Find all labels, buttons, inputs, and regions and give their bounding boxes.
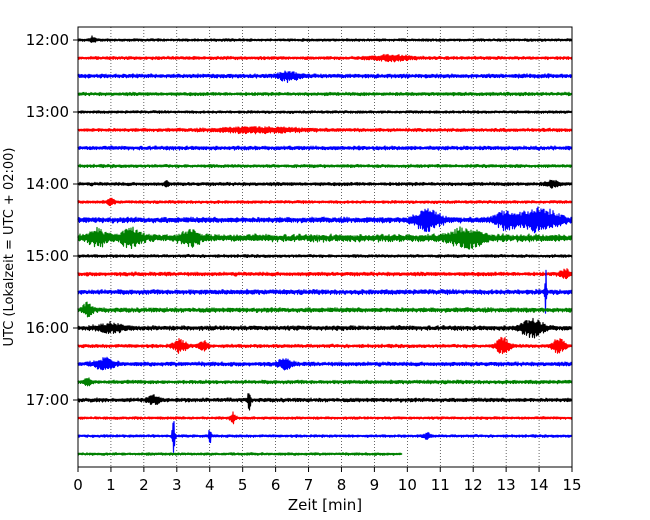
x-tick-label: 12 [464, 476, 483, 494]
trace-line [77, 197, 573, 207]
x-tick-label: 11 [431, 476, 450, 494]
x-tick-label: 14 [530, 476, 549, 494]
x-tick-label: 8 [337, 476, 347, 494]
trace-line [77, 35, 573, 43]
x-tick-label: 7 [304, 476, 314, 494]
trace-line [77, 393, 573, 411]
trace-line [77, 163, 573, 169]
trace-line [77, 452, 403, 456]
trace-line [77, 336, 573, 355]
x-tick-label: 4 [205, 476, 215, 494]
x-tick-label: 0 [73, 476, 83, 494]
trace-line [77, 70, 573, 84]
trace-line [77, 145, 573, 151]
trace-line [77, 125, 573, 135]
x-tick-label: 5 [238, 476, 248, 494]
y-tick-label: 12:00 [26, 31, 69, 49]
trace-line [77, 411, 573, 425]
x-tick-label: 10 [398, 476, 417, 494]
seismic-traces [77, 35, 573, 456]
y-tick-label: 17:00 [26, 391, 69, 409]
trace-line [77, 253, 573, 259]
trace-line [77, 377, 573, 387]
trace-line [77, 268, 573, 280]
plot-frame [77, 26, 573, 468]
trace-line [77, 301, 573, 318]
trace-line [77, 91, 573, 97]
vertical-grid [110, 27, 540, 467]
trace-line [77, 356, 573, 371]
trace-line [77, 206, 573, 234]
x-tick-label: 13 [497, 476, 516, 494]
x-axis-label: Zeit [min] [288, 496, 362, 514]
trace-line [77, 317, 573, 339]
x-tick-label: 2 [139, 476, 149, 494]
trace-line [77, 53, 573, 63]
trace-line [77, 269, 573, 314]
x-axis-ticks: 0 1 2 3 4 5 6 7 8 9 10 11 12 13 14 15 [73, 467, 582, 494]
x-tick-label: 3 [172, 476, 182, 494]
x-tick-label: 1 [106, 476, 116, 494]
x-tick-label: 15 [562, 476, 581, 494]
x-tick-label: 9 [370, 476, 380, 494]
y-axis-label: UTC (Lokalzeit = UTC + 02:00) [2, 148, 17, 347]
y-axis-ticks: 12:00 13:00 14:00 15:00 16:00 17:00 [26, 31, 78, 409]
trace-line [77, 179, 573, 189]
trace-line [77, 110, 573, 114]
y-tick-label: 16:00 [26, 319, 69, 337]
x-tick-label: 6 [271, 476, 281, 494]
y-tick-label: 14:00 [26, 175, 69, 193]
y-tick-label: 15:00 [26, 247, 69, 265]
trace-line [77, 226, 573, 250]
y-tick-label: 13:00 [26, 103, 69, 121]
trace-line [77, 420, 573, 453]
